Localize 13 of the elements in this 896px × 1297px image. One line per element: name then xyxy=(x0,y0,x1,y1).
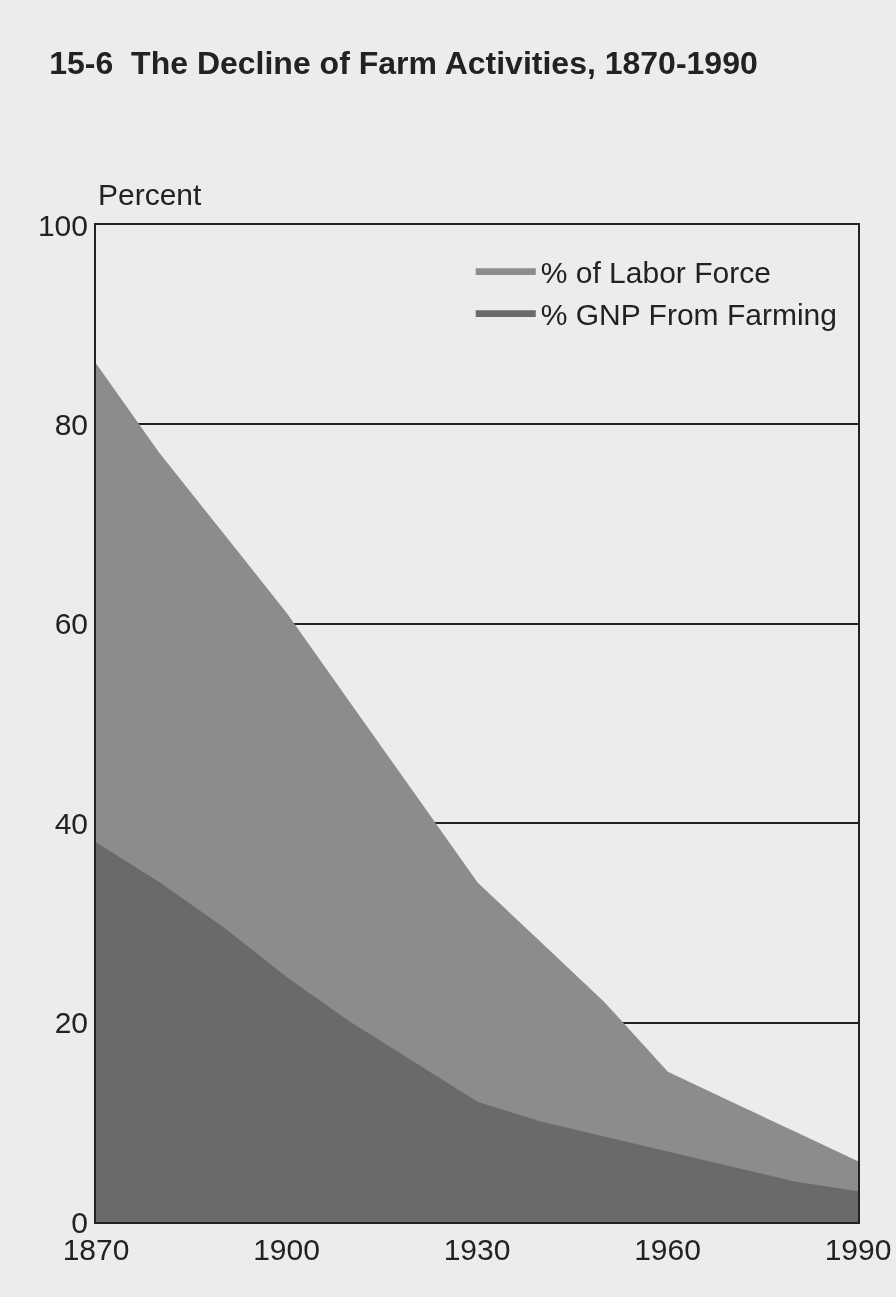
y-tick-label: 80 xyxy=(54,407,88,441)
y-tick-label: 60 xyxy=(54,607,88,641)
y-tick-label: 100 xyxy=(37,208,88,242)
chart-title: 15-6 The Decline of Farm Activities, 1870-1990 xyxy=(49,45,758,82)
y-tick-label: 20 xyxy=(54,1006,88,1040)
x-tick-label: 1930 xyxy=(443,1233,511,1266)
x-tick-label: 1990 xyxy=(824,1233,892,1266)
x-tick-label: 1900 xyxy=(253,1233,320,1266)
x-tick-label: 1960 xyxy=(634,1233,701,1266)
legend-label: % of Labor Force xyxy=(540,255,771,289)
y-tick-label: 40 xyxy=(54,806,88,840)
legend-label: % GNP From Farming xyxy=(540,297,837,331)
y-axis-title: Percent xyxy=(98,178,203,211)
